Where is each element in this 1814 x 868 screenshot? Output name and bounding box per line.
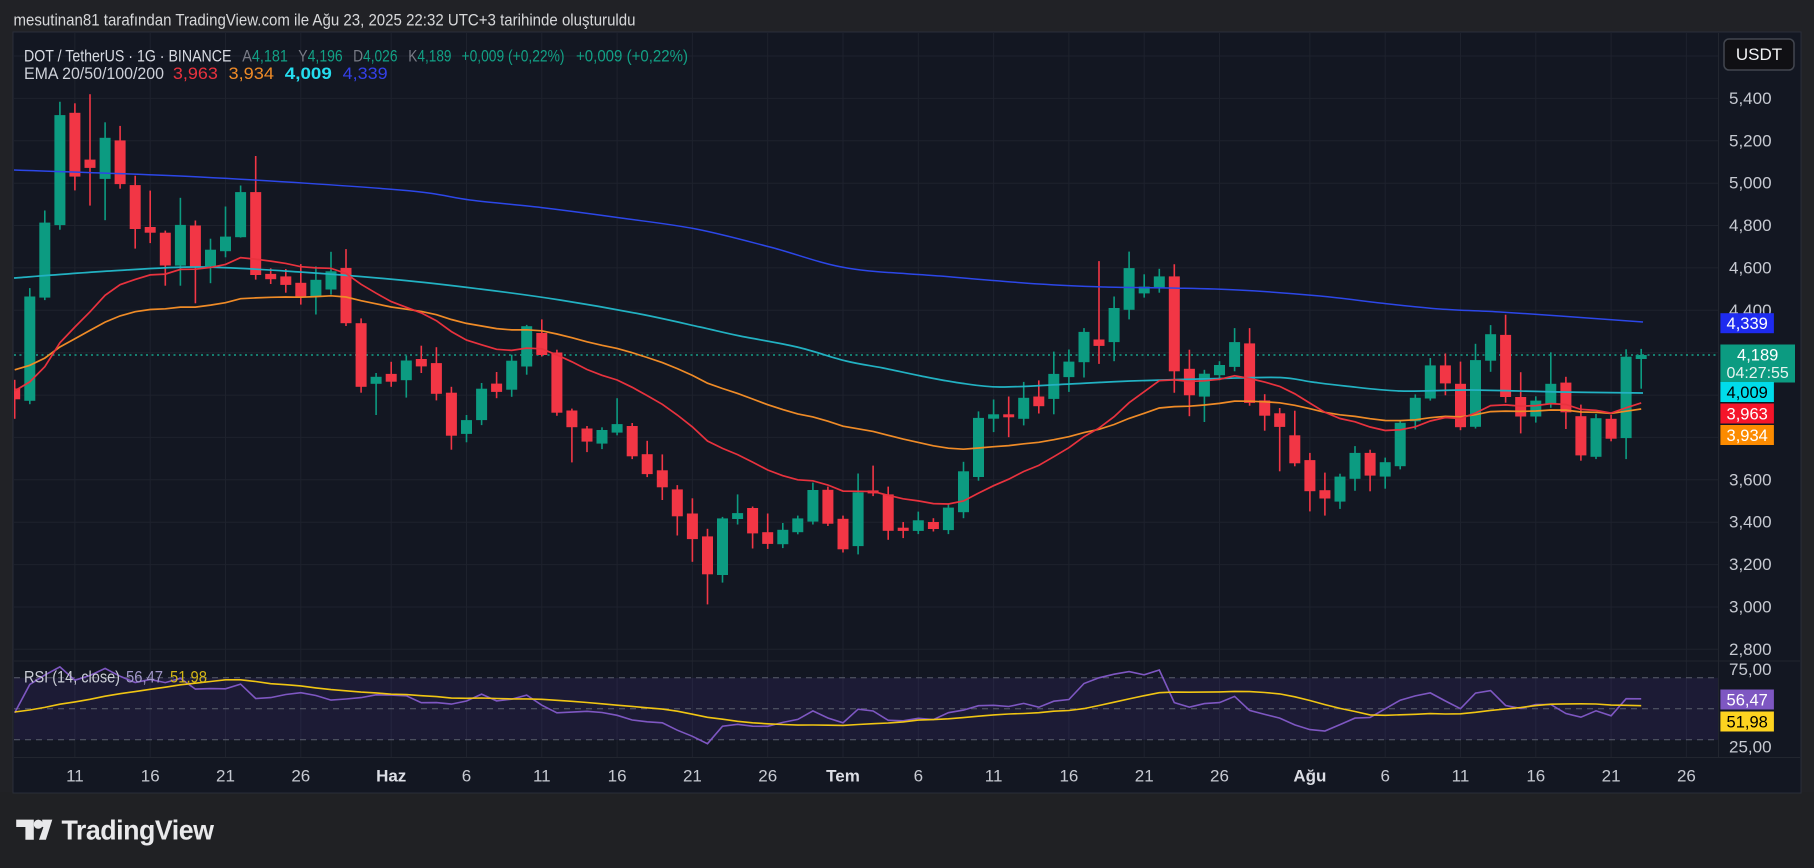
svg-text:51,98: 51,98 <box>1727 713 1768 731</box>
svg-text:Tem: Tem <box>826 767 860 786</box>
svg-text:EMA 20/50/100/200: EMA 20/50/100/200 <box>24 64 164 83</box>
svg-text:3,600: 3,600 <box>1729 470 1772 489</box>
svg-text:4,009: 4,009 <box>285 64 332 83</box>
svg-text:K4,189: K4,189 <box>408 47 451 66</box>
svg-text:Y4,196: Y4,196 <box>298 47 342 66</box>
svg-text:6: 6 <box>914 767 923 786</box>
svg-text:3,963: 3,963 <box>173 64 218 83</box>
svg-text:21: 21 <box>1602 767 1621 786</box>
svg-text:51,98: 51,98 <box>170 668 207 687</box>
svg-text:5,000: 5,000 <box>1729 174 1772 193</box>
svg-text:25,00: 25,00 <box>1729 737 1772 756</box>
svg-text:75,00: 75,00 <box>1729 660 1772 679</box>
svg-text:Ağu: Ağu <box>1293 767 1326 786</box>
svg-text:3,934: 3,934 <box>1727 427 1768 445</box>
svg-text:11: 11 <box>533 767 551 786</box>
svg-text:3,963: 3,963 <box>1727 405 1768 423</box>
svg-text:11: 11 <box>66 767 84 786</box>
svg-text:2,800: 2,800 <box>1729 640 1772 659</box>
svg-text:16: 16 <box>141 767 160 786</box>
svg-text:3,000: 3,000 <box>1729 598 1772 617</box>
svg-text:26: 26 <box>758 767 777 786</box>
svg-text:Haz: Haz <box>376 767 406 786</box>
svg-text:4,339: 4,339 <box>343 64 388 83</box>
svg-text:+0,009 (+0,22%): +0,009 (+0,22%) <box>576 47 688 66</box>
svg-text:11: 11 <box>1452 767 1470 786</box>
svg-text:TradingView: TradingView <box>62 815 215 846</box>
svg-text:21: 21 <box>683 767 702 786</box>
svg-text:4,339: 4,339 <box>1727 315 1768 333</box>
svg-text:6: 6 <box>1380 767 1389 786</box>
svg-text:mesutinan81 tarafından Trading: mesutinan81 tarafından TradingView.com i… <box>14 12 636 30</box>
svg-text:21: 21 <box>1135 767 1154 786</box>
svg-text:5,400: 5,400 <box>1729 89 1772 108</box>
svg-text:3,934: 3,934 <box>229 64 275 83</box>
svg-text:RSI (14, close): RSI (14, close) <box>24 668 120 687</box>
svg-text:USDT: USDT <box>1736 45 1782 64</box>
svg-text:DOT / TetherUS · 1G · BINANCE: DOT / TetherUS · 1G · BINANCE <box>24 47 232 66</box>
svg-text:21: 21 <box>216 767 235 786</box>
svg-text:4,600: 4,600 <box>1729 258 1772 277</box>
svg-text:4,189: 4,189 <box>1737 347 1778 365</box>
svg-text:26: 26 <box>291 767 310 786</box>
svg-text:6: 6 <box>462 767 471 786</box>
svg-text:26: 26 <box>1210 767 1229 786</box>
svg-text:A4,181: A4,181 <box>242 47 288 66</box>
svg-text:11: 11 <box>985 767 1003 786</box>
svg-text:56,47: 56,47 <box>126 668 163 687</box>
svg-text:5,200: 5,200 <box>1729 131 1772 150</box>
svg-text:D4,026: D4,026 <box>353 47 397 66</box>
svg-text:3,400: 3,400 <box>1729 513 1772 532</box>
svg-text:4,800: 4,800 <box>1729 216 1772 235</box>
svg-text:16: 16 <box>1059 767 1078 786</box>
svg-text:4,009: 4,009 <box>1727 384 1768 402</box>
svg-text:04:27:55: 04:27:55 <box>1727 365 1789 382</box>
svg-text:16: 16 <box>1526 767 1545 786</box>
svg-text:+0,009 (+0,22%): +0,009 (+0,22%) <box>462 47 565 66</box>
svg-text:3,200: 3,200 <box>1729 555 1772 574</box>
svg-text:56,47: 56,47 <box>1727 691 1768 709</box>
svg-text:26: 26 <box>1677 767 1696 786</box>
svg-text:16: 16 <box>608 767 627 786</box>
